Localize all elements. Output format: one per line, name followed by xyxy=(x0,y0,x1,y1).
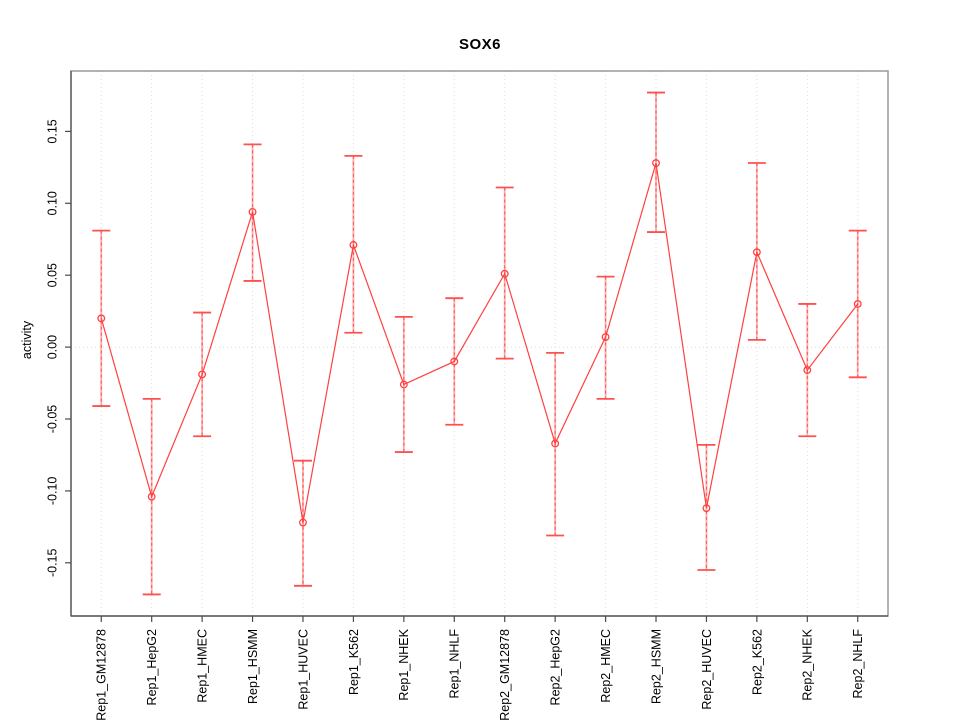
x-tick-label: Rep1_HSMM xyxy=(246,629,260,704)
data-point-marker xyxy=(702,504,711,513)
x-tick-label: Rep1_NHLF xyxy=(448,629,462,699)
data-point-marker xyxy=(198,370,207,379)
x-tick-label: Rep2_HepG2 xyxy=(549,629,563,705)
data-point-marker xyxy=(299,518,307,527)
data-point-marker xyxy=(601,333,610,341)
y-tick-label: 0.05 xyxy=(45,263,59,287)
x-tick-label: Rep2_GM12878 xyxy=(498,629,512,720)
x-tick-label: Rep1_HUVEC xyxy=(296,629,310,710)
data-point-marker xyxy=(551,439,560,448)
x-tick-label: Rep1_GM12878 xyxy=(95,629,109,720)
x-tick-label: Rep2_NHEK xyxy=(801,628,815,700)
data-point-marker xyxy=(803,366,812,375)
plot-box xyxy=(70,70,889,617)
x-tick-label: Rep2_K562 xyxy=(750,629,764,695)
chart-title: SOX6 xyxy=(458,36,502,53)
x-tick-label: Rep1_HepG2 xyxy=(145,629,159,705)
data-point-marker xyxy=(752,248,761,257)
data-point-marker xyxy=(349,241,358,249)
y-tick-label: -0.05 xyxy=(45,405,59,434)
data-point-marker xyxy=(652,159,660,167)
data-point-marker xyxy=(147,492,156,501)
y-tick-label: -0.10 xyxy=(45,477,59,506)
x-tick-label: Rep2_HMEC xyxy=(599,629,613,703)
data-point-marker xyxy=(500,269,509,278)
series-line xyxy=(100,162,859,523)
data-point-marker xyxy=(853,300,862,308)
data-point-marker xyxy=(248,207,257,216)
y-tick-label: -0.15 xyxy=(45,549,59,578)
y-tick-label: 0.00 xyxy=(45,335,59,359)
x-tick-label: Rep1_NHEK xyxy=(397,628,411,700)
x-tick-label: Rep2_NHLF xyxy=(851,629,865,699)
data-point-marker xyxy=(97,314,106,323)
y-tick-label: 0.15 xyxy=(45,119,59,143)
x-tick-label: Rep1_HMEC xyxy=(195,629,209,703)
x-tick-label: Rep1_K562 xyxy=(347,629,361,695)
y-tick-label: 0.10 xyxy=(45,191,59,215)
data-point-marker xyxy=(399,380,408,389)
x-tick-label: Rep2_HUVEC xyxy=(700,629,714,710)
x-tick-label: Rep2_HSMM xyxy=(649,629,663,704)
data-point-marker xyxy=(450,357,459,366)
